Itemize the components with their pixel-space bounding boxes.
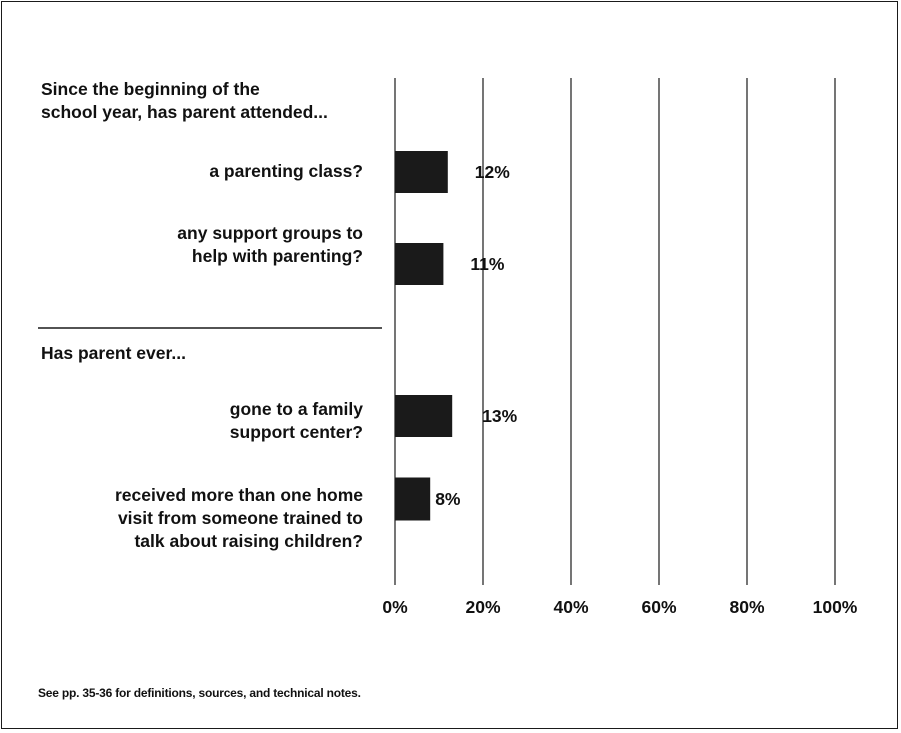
bar-1 — [395, 151, 448, 193]
footnote: See pp. 35-36 for definitions, sources, … — [38, 686, 361, 700]
item-label-support-groups: any support groups to help with parentin… — [40, 222, 363, 268]
x-tick-label-40: 40% — [553, 597, 588, 617]
bar-value-label-4: 8% — [435, 489, 461, 509]
item-label-line: support center? — [229, 422, 363, 442]
group-heading-2-line-1: Has parent ever... — [41, 343, 186, 363]
bar-value-label-2: 11% — [470, 254, 504, 274]
x-tick-label-100: 100% — [813, 597, 858, 617]
item-label-line: talk about raising children? — [134, 531, 363, 551]
item-label-line: any support groups to — [177, 223, 363, 243]
group-heading-1-line-2: school year, has parent attended... — [41, 102, 328, 122]
group-heading-2: Has parent ever... — [41, 342, 381, 365]
item-label-line: received more than one home — [115, 485, 363, 505]
x-tick-label-20: 20% — [465, 597, 500, 617]
bar-3 — [395, 395, 453, 437]
item-label-parenting-class: a parenting class? — [40, 160, 363, 183]
item-label-home-visit: received more than one home visit from s… — [40, 484, 363, 553]
x-tick-label-60: 60% — [641, 597, 676, 617]
item-label-line: visit from someone trained to — [117, 508, 363, 528]
group-heading-1: Since the beginning of the school year, … — [41, 78, 401, 124]
x-tick-label-0: 0% — [382, 597, 408, 617]
bar-value-label-3: 13% — [482, 406, 517, 426]
item-label-line: gone to a family — [229, 399, 363, 419]
bar-4 — [395, 477, 431, 521]
item-label-line: help with parenting? — [191, 246, 363, 266]
item-label-family-support: gone to a family support center? — [40, 398, 363, 444]
group-heading-1-line-1: Since the beginning of the — [41, 79, 260, 99]
bar-value-label-1: 12% — [475, 162, 510, 182]
item-label-line: a parenting class? — [209, 161, 363, 181]
bar-2 — [395, 243, 444, 285]
x-tick-label-80: 80% — [729, 597, 764, 617]
